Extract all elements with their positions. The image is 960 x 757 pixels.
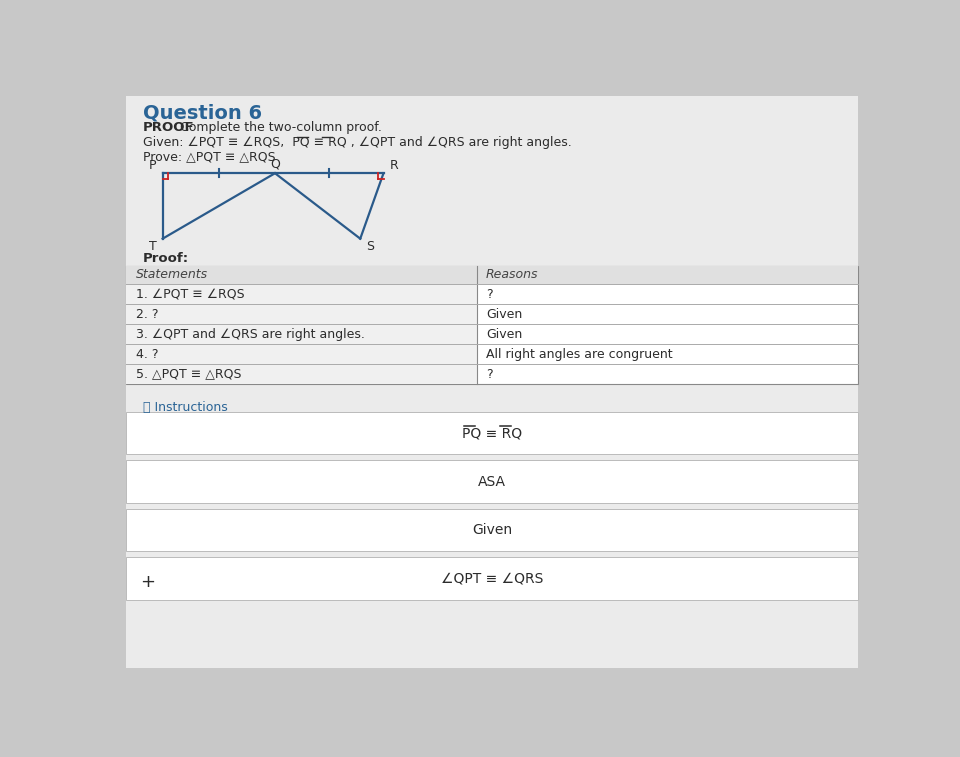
Text: 4. ?: 4. ? xyxy=(135,347,158,360)
Text: Proof:: Proof: xyxy=(143,252,189,265)
Text: ?: ? xyxy=(486,368,492,381)
Bar xyxy=(126,557,858,600)
Bar xyxy=(126,364,476,385)
Text: All right angles are congruent: All right angles are congruent xyxy=(486,347,672,360)
Text: Prove: △PQT ≡ △RQS: Prove: △PQT ≡ △RQS xyxy=(143,150,276,163)
Text: +: + xyxy=(140,572,156,590)
Text: S: S xyxy=(367,240,374,254)
Bar xyxy=(126,509,858,551)
Text: Complete the two-column proof.: Complete the two-column proof. xyxy=(180,121,382,134)
Text: Given: Given xyxy=(472,523,512,537)
Text: ∠QPT ≡ ∠QRS: ∠QPT ≡ ∠QRS xyxy=(441,572,543,586)
Text: Given: Given xyxy=(486,328,522,341)
Text: ⓘ Instructions: ⓘ Instructions xyxy=(143,401,228,414)
Text: 1. ∠PQT ≡ ∠RQS: 1. ∠PQT ≡ ∠RQS xyxy=(135,288,244,301)
Bar xyxy=(126,304,476,324)
Bar xyxy=(126,266,858,284)
Text: PROOF: PROOF xyxy=(143,121,195,134)
Text: ?: ? xyxy=(486,288,492,301)
Text: Statements: Statements xyxy=(135,269,207,282)
Text: PQ ≡ RQ: PQ ≡ RQ xyxy=(462,426,522,440)
Text: Reasons: Reasons xyxy=(486,269,539,282)
Bar xyxy=(126,324,476,344)
Text: Question 6: Question 6 xyxy=(143,104,262,123)
Text: ASA: ASA xyxy=(478,475,506,488)
Text: 3. ∠QPT and ∠QRS are right angles.: 3. ∠QPT and ∠QRS are right angles. xyxy=(135,328,365,341)
Bar xyxy=(126,412,858,454)
Bar xyxy=(126,460,858,503)
Text: 2. ?: 2. ? xyxy=(135,307,158,321)
Bar xyxy=(126,284,476,304)
Text: Given: Given xyxy=(486,307,522,321)
Bar xyxy=(126,344,476,364)
Bar xyxy=(126,266,858,385)
Text: P: P xyxy=(149,159,156,172)
Text: T: T xyxy=(149,240,156,254)
Text: 5. △PQT ≡ △RQS: 5. △PQT ≡ △RQS xyxy=(135,368,241,381)
Text: Q: Q xyxy=(270,157,280,170)
Text: R: R xyxy=(390,159,398,172)
Text: Given: ∠PQT ≡ ∠RQS,  PQ ≡ RQ , ∠QPT and ∠QRS are right angles.: Given: ∠PQT ≡ ∠RQS, PQ ≡ RQ , ∠QPT and ∠… xyxy=(143,136,572,149)
